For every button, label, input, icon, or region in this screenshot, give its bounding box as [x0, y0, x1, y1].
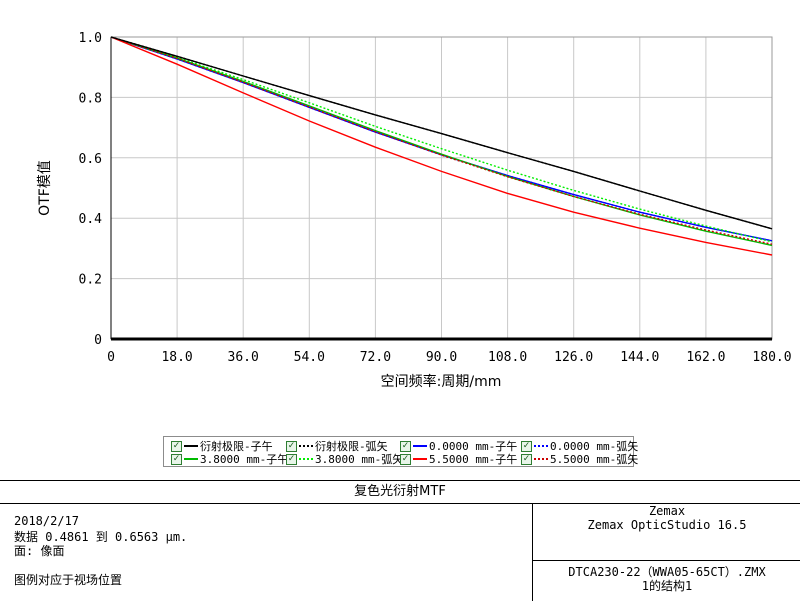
legend-item[interactable]: ✓ 衍射极限-子午: [171, 439, 273, 453]
y-tick-label: 0.4: [79, 212, 103, 227]
legend-note-text: 图例对应于视场位置: [14, 573, 123, 587]
series-line-5: [110, 36, 773, 243]
chart-grid: [110, 36, 773, 341]
x-tick-label: 180.0: [752, 350, 791, 365]
legend-item[interactable]: ✓ 5.5000 mm-弧矢: [521, 452, 638, 466]
legend-item[interactable]: ✓ 0.0000 mm-子午: [400, 439, 517, 453]
config-text: 1的结构1: [641, 579, 693, 593]
legend-item[interactable]: ✓ 衍射极限-弧矢: [286, 439, 388, 453]
legend-checkbox-icon[interactable]: ✓: [521, 440, 532, 452]
legend-label: 0.0000 mm-子午: [429, 440, 518, 453]
legend-swatch: [413, 458, 427, 460]
info-panel: 复色光衍射MTF 2018/2/17 数据 0.4861 到 0.6563 µm…: [0, 480, 800, 601]
x-tick-label: 54.0: [294, 350, 325, 365]
y-tick-label: 0.8: [79, 91, 102, 106]
x-tick-label: 36.0: [228, 350, 259, 365]
legend-item[interactable]: ✓ 3.8000 mm-弧矢: [286, 452, 403, 466]
legend-swatch: [184, 458, 198, 460]
x-tick-labels: 0 18.0 36.0 54.0 72.0 90.0 108.0 126.0 144.0 162.…: [107, 350, 791, 365]
wavelength-text: 数据 0.4861 到 0.6563 µm.: [14, 530, 188, 544]
surface-text: 面: 像面: [14, 544, 65, 558]
y-tick-label: 0.2: [79, 273, 102, 288]
legend-label: 0.0000 mm-弧矢: [550, 440, 639, 453]
legend-checkbox-icon[interactable]: ✓: [286, 440, 297, 452]
legend-swatch: [413, 445, 427, 447]
legend-checkbox-icon[interactable]: ✓: [286, 453, 297, 465]
legend-swatch: [534, 458, 548, 460]
legend-label: 5.5000 mm-弧矢: [550, 453, 639, 466]
x-tick-label: 0: [107, 350, 115, 365]
series-line-6: [110, 36, 773, 256]
filename-text: DTCA230-22（WWA05-65CT）.ZMX: [568, 565, 766, 579]
legend-checkbox-icon[interactable]: ✓: [171, 440, 182, 452]
plot-title: 复色光衍射MTF: [0, 481, 800, 504]
product-text: Zemax OpticStudio 16.5: [587, 518, 747, 532]
mtf-chart: 0 18.0 36.0 54.0 72.0 90.0 108.0 126.0 144.0 162.…: [37, 31, 792, 390]
legend-label: 衍射极限-弧矢: [315, 440, 388, 453]
right-pane-divider: [533, 560, 800, 561]
legend-label: 3.8000 mm-子午: [200, 453, 289, 466]
x-tick-label: 18.0: [161, 350, 192, 365]
legend-swatch: [184, 445, 198, 447]
series-line-0: [110, 36, 773, 230]
legend-checkbox-icon[interactable]: ✓: [521, 453, 532, 465]
legend-swatch: [534, 445, 548, 447]
x-axis-label: 空间频率:周期/mm: [381, 373, 502, 390]
legend-checkbox-icon[interactable]: ✓: [400, 440, 411, 452]
date-text: 2018/2/17: [14, 514, 80, 528]
y-axis-label: OTF模值: [37, 160, 53, 216]
x-tick-label: 144.0: [620, 350, 659, 365]
info-right-pane: Zemax Zemax OpticStudio 16.5 DTCA230-22（…: [532, 504, 800, 601]
y-tick-label: 1.0: [79, 31, 102, 46]
legend-swatch: [299, 458, 313, 460]
x-tick-label: 72.0: [360, 350, 391, 365]
x-tick-label: 90.0: [426, 350, 457, 365]
series-line-7: [110, 36, 773, 245]
x-tick-label: 126.0: [554, 350, 593, 365]
legend-item[interactable]: ✓ 3.8000 mm-子午: [171, 452, 288, 466]
brand-text: Zemax: [648, 504, 686, 518]
legend-checkbox-icon[interactable]: ✓: [171, 453, 182, 465]
y-tick-label: 0: [94, 333, 102, 348]
y-tick-label: 0.6: [79, 152, 102, 167]
legend-label: 3.8000 mm-弧矢: [315, 453, 404, 466]
x-tick-label: 108.0: [488, 350, 527, 365]
legend-label: 衍射极限-子午: [200, 440, 273, 453]
chart-legend: ✓ 衍射极限-子午 ✓ 衍射极限-弧矢 ✓ 0.0000 mm-子午 ✓ 0.0000 mm-…: [163, 436, 638, 467]
y-tick-labels: 0 0.2 0.4 0.6 0.8 1.0: [79, 31, 103, 348]
legend-swatch: [299, 445, 313, 447]
x-tick-label: 162.0: [686, 350, 725, 365]
chart-series: [110, 36, 773, 256]
legend-label: 5.5000 mm-子午: [429, 453, 518, 466]
legend-item[interactable]: ✓ 0.0000 mm-弧矢: [521, 439, 638, 453]
legend-checkbox-icon[interactable]: ✓: [400, 453, 411, 465]
info-left-pane: 2018/2/17 数据 0.4861 到 0.6563 µm. 面: 像面 图…: [0, 504, 532, 601]
legend-item[interactable]: ✓ 5.5000 mm-子午: [400, 452, 517, 466]
